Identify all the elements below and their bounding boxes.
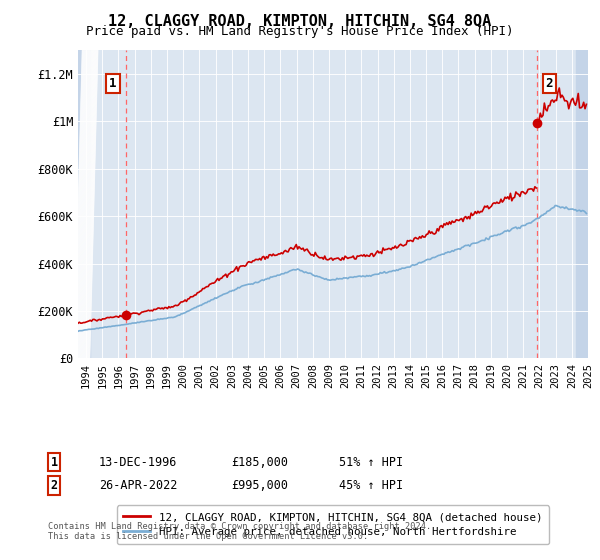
Text: 2: 2 — [50, 479, 58, 492]
Text: 51% ↑ HPI: 51% ↑ HPI — [339, 455, 403, 469]
Text: £185,000: £185,000 — [231, 455, 288, 469]
Bar — [78, 50, 90, 358]
Text: 26-APR-2022: 26-APR-2022 — [99, 479, 178, 492]
Text: 1: 1 — [109, 77, 116, 90]
Text: Price paid vs. HM Land Registry's House Price Index (HPI): Price paid vs. HM Land Registry's House … — [86, 25, 514, 38]
Text: 12, CLAGGY ROAD, KIMPTON, HITCHIN, SG4 8QA: 12, CLAGGY ROAD, KIMPTON, HITCHIN, SG4 8… — [109, 14, 491, 29]
Legend: 12, CLAGGY ROAD, KIMPTON, HITCHIN, SG4 8QA (detached house), HPI: Average price,: 12, CLAGGY ROAD, KIMPTON, HITCHIN, SG4 8… — [117, 506, 549, 544]
Text: 2: 2 — [546, 77, 553, 90]
Text: 1: 1 — [50, 455, 58, 469]
Bar — [576, 50, 588, 358]
Text: 45% ↑ HPI: 45% ↑ HPI — [339, 479, 403, 492]
Text: £995,000: £995,000 — [231, 479, 288, 492]
Text: 13-DEC-1996: 13-DEC-1996 — [99, 455, 178, 469]
Text: Contains HM Land Registry data © Crown copyright and database right 2024.
This d: Contains HM Land Registry data © Crown c… — [48, 522, 431, 542]
